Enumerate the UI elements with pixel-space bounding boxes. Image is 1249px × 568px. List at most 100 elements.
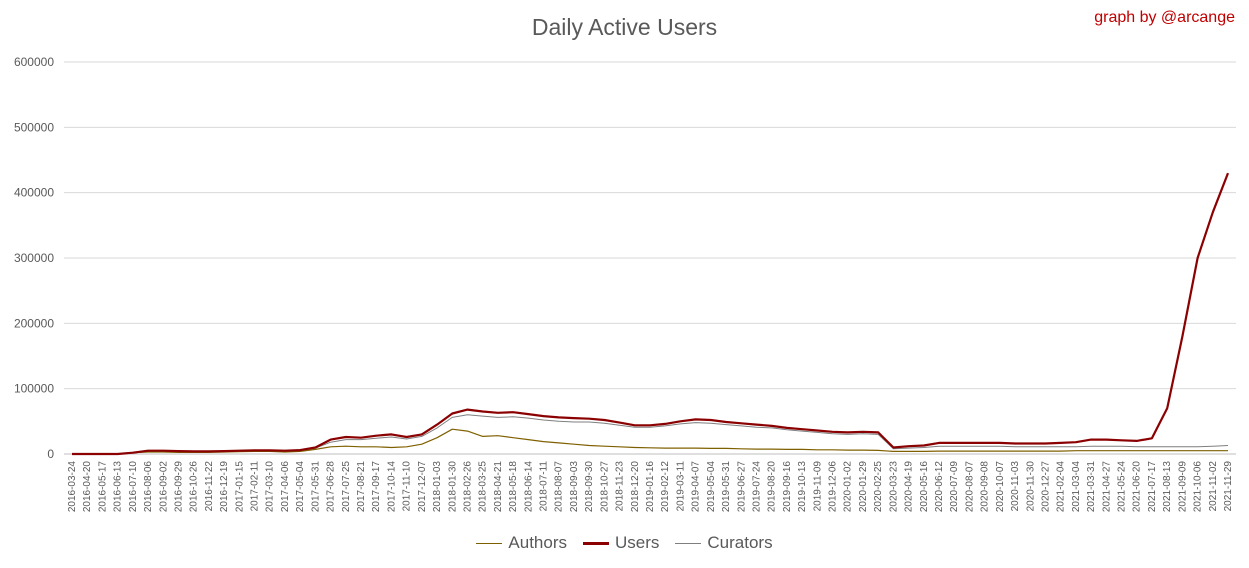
legend-swatch xyxy=(476,542,503,544)
x-tick-label: 2019-08-20 xyxy=(767,461,778,513)
x-tick-label: 2020-09-08 xyxy=(980,461,991,513)
x-tick-label: 2016-05-17 xyxy=(97,461,108,513)
x-tick-label: 2016-03-24 xyxy=(67,461,78,513)
x-axis-ticks: 2016-03-24 2016-04-20 2016-05-17 2016-06-13… xyxy=(67,461,1234,513)
x-tick-label: 2019-11-09 xyxy=(812,461,823,512)
x-tick-label: 2019-09-16 xyxy=(782,461,793,513)
x-tick-label: 2020-05-16 xyxy=(919,461,930,513)
gridlines xyxy=(64,61,1236,455)
x-tick-label: 2018-09-03 xyxy=(569,461,580,513)
x-tick-label: 2019-05-04 xyxy=(706,461,717,513)
x-tick-label: 2020-01-02 xyxy=(843,461,854,513)
x-tick-label: 2021-06-20 xyxy=(1132,461,1143,513)
legend-label: Authors xyxy=(508,533,567,552)
x-tick-label: 2019-03-11 xyxy=(675,461,686,512)
x-tick-label: 2017-02-11 xyxy=(250,461,261,512)
x-tick-label: 2017-01-15 xyxy=(234,461,245,513)
legend-item-users: Users xyxy=(583,533,659,553)
x-tick-label: 2021-03-04 xyxy=(1071,461,1082,513)
x-tick-label: 2021-03-31 xyxy=(1086,461,1097,513)
x-tick-label: 2020-11-03 xyxy=(1010,461,1021,512)
x-tick-label: 2021-04-27 xyxy=(1101,461,1112,513)
x-tick-label: 2016-09-02 xyxy=(158,461,169,513)
x-tick-label: 2019-07-24 xyxy=(751,461,762,513)
x-tick-label: 2017-12-07 xyxy=(417,461,428,513)
x-tick-label: 2017-08-21 xyxy=(356,461,367,513)
x-tick-label: 2020-08-07 xyxy=(964,461,975,513)
y-tick-label: 200000 xyxy=(14,316,54,330)
y-tick-label: 600000 xyxy=(14,55,54,69)
x-tick-label: 2017-09-17 xyxy=(371,461,382,513)
x-tick-label: 2017-05-31 xyxy=(310,461,321,513)
y-axis-ticks: 0 100000 200000 300000 400000 500000 600000 xyxy=(14,55,54,461)
x-tick-label: 2017-11-10 xyxy=(402,461,413,512)
x-tick-label: 2020-03-23 xyxy=(888,461,899,513)
x-tick-label: 2016-11-22 xyxy=(204,461,215,512)
x-tick-label: 2018-09-30 xyxy=(584,461,595,513)
x-tick-label: 2020-06-12 xyxy=(934,461,945,513)
x-tick-label: 2018-07-11 xyxy=(539,461,550,512)
x-tick-label: 2017-04-06 xyxy=(280,461,291,513)
x-tick-label: 2016-04-20 xyxy=(82,461,93,513)
x-tick-label: 2016-06-13 xyxy=(113,461,124,513)
x-tick-label: 2018-03-25 xyxy=(478,461,489,513)
x-tick-label: 2018-04-21 xyxy=(493,461,504,513)
credit-label: graph by @arcange xyxy=(1094,9,1235,26)
y-tick-label: 0 xyxy=(47,447,54,461)
x-tick-label: 2021-08-13 xyxy=(1162,461,1173,513)
x-tick-label: 2018-05-18 xyxy=(508,461,519,513)
x-tick-label: 2018-01-03 xyxy=(432,461,443,513)
x-tick-label: 2016-08-06 xyxy=(143,461,154,513)
x-tick-label: 2020-12-27 xyxy=(1040,461,1051,513)
x-tick-label: 2021-09-09 xyxy=(1177,461,1188,513)
legend-item-curators: Curators xyxy=(675,533,773,553)
legend-swatch xyxy=(675,542,702,544)
x-tick-label: 2018-01-30 xyxy=(447,461,458,513)
x-tick-label: 2020-02-25 xyxy=(873,461,884,513)
series-lines xyxy=(72,172,1230,456)
x-tick-label: 2021-11-29 xyxy=(1223,461,1234,512)
x-tick-label: 2017-03-10 xyxy=(265,461,276,513)
x-tick-label: 2020-11-30 xyxy=(1025,461,1036,512)
x-tick-label: 2017-10-14 xyxy=(386,461,397,513)
x-tick-label: 2018-02-26 xyxy=(462,461,473,513)
x-tick-label: 2018-12-20 xyxy=(630,461,641,513)
legend: Authors Users Curators xyxy=(0,533,1249,553)
chart-title: Daily Active Users xyxy=(531,14,718,40)
x-tick-label: 2018-08-07 xyxy=(554,461,565,513)
legend-label: Curators xyxy=(707,533,773,552)
x-tick-label: 2020-10-07 xyxy=(995,461,1006,513)
x-tick-label: 2016-09-29 xyxy=(173,461,184,513)
x-tick-label: 2019-12-06 xyxy=(828,461,839,513)
x-tick-label: 2021-07-17 xyxy=(1147,461,1158,513)
x-tick-label: 2018-10-27 xyxy=(599,461,610,513)
legend-item-authors: Authors xyxy=(476,533,567,553)
x-tick-label: 2021-02-04 xyxy=(1056,461,1067,513)
x-tick-label: 2019-05-31 xyxy=(721,461,732,513)
x-tick-label: 2020-01-29 xyxy=(858,461,869,513)
x-tick-label: 2019-06-27 xyxy=(736,461,747,513)
x-tick-label: 2019-01-16 xyxy=(645,461,656,513)
x-tick-label: 2020-04-19 xyxy=(904,461,915,513)
series-line-users xyxy=(72,172,1230,456)
x-tick-label: 2018-06-14 xyxy=(523,461,534,513)
x-tick-label: 2019-10-13 xyxy=(797,461,808,513)
x-tick-label: 2019-02-12 xyxy=(660,461,671,513)
x-tick-label: 2017-07-25 xyxy=(341,461,352,513)
x-tick-label: 2016-10-26 xyxy=(189,461,200,513)
legend-label: Users xyxy=(615,533,660,552)
x-tick-label: 2017-05-04 xyxy=(295,461,306,513)
x-tick-label: 2021-05-24 xyxy=(1117,461,1128,513)
y-tick-label: 300000 xyxy=(14,251,54,265)
x-tick-label: 2017-06-28 xyxy=(326,461,337,513)
x-tick-label: 2016-07-10 xyxy=(128,461,139,513)
x-tick-label: 2021-11-02 xyxy=(1208,461,1219,512)
x-tick-label: 2016-12-19 xyxy=(219,461,230,513)
x-tick-label: 2019-04-07 xyxy=(691,461,702,513)
y-tick-label: 400000 xyxy=(14,186,54,200)
legend-swatch xyxy=(583,541,609,545)
x-tick-label: 2021-10-06 xyxy=(1193,461,1204,513)
x-tick-label: 2018-11-23 xyxy=(615,461,626,512)
x-tick-label: 2020-07-09 xyxy=(949,461,960,513)
